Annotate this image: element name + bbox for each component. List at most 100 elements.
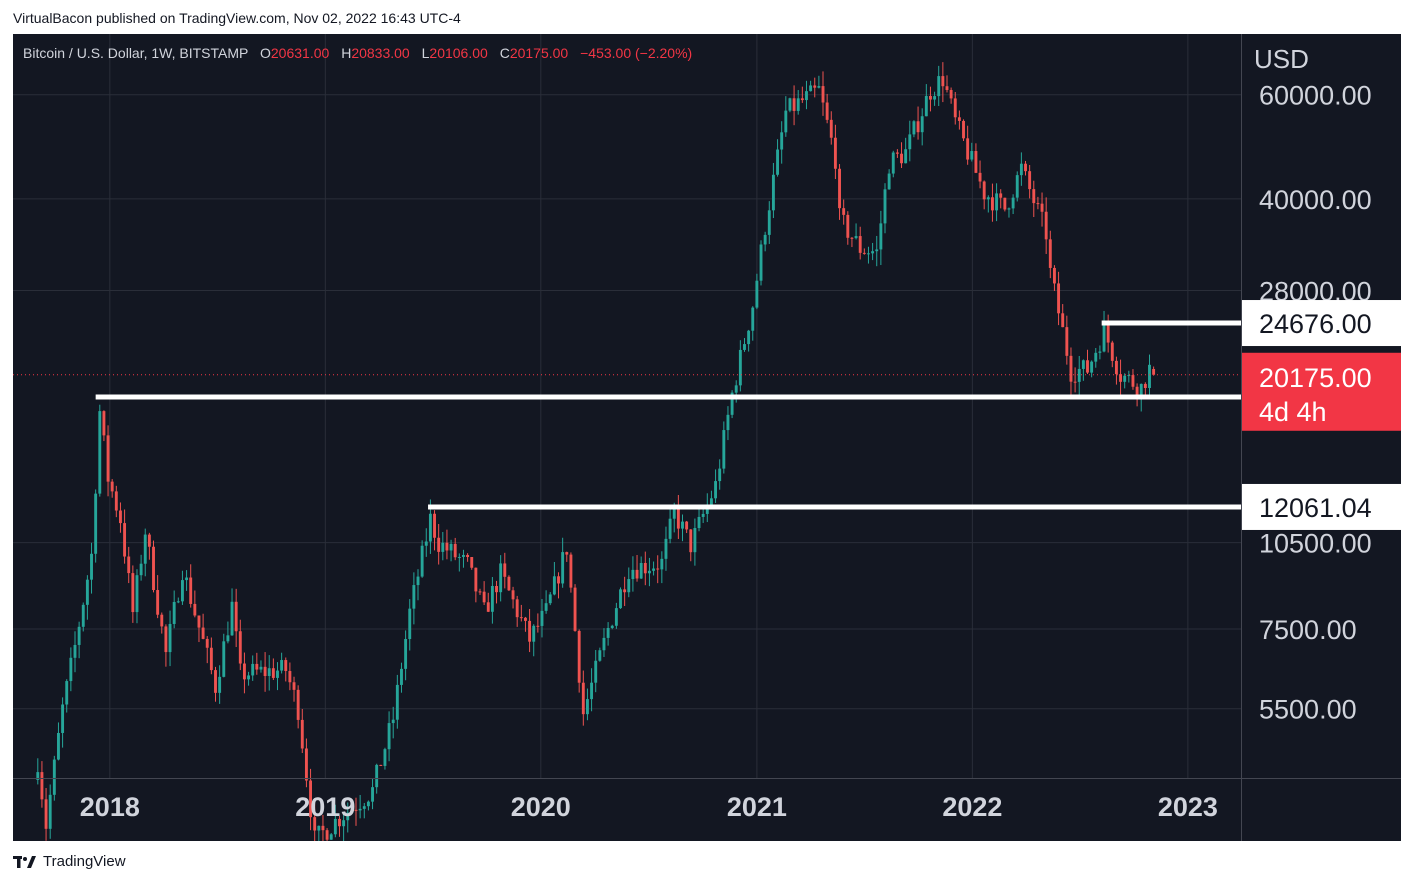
candle[interactable]	[594, 650, 598, 693]
candle[interactable]	[292, 676, 296, 702]
candle[interactable]	[486, 592, 490, 613]
candle[interactable]	[544, 590, 548, 614]
candle[interactable]	[470, 556, 474, 570]
candle[interactable]	[325, 828, 329, 841]
candle[interactable]	[1036, 196, 1040, 210]
candle[interactable]	[652, 561, 656, 576]
candle[interactable]	[643, 551, 647, 586]
candle[interactable]	[528, 608, 532, 653]
candle[interactable]	[776, 139, 779, 177]
candle[interactable]	[1065, 315, 1069, 365]
candle[interactable]	[937, 65, 941, 107]
candle[interactable]	[1110, 340, 1114, 368]
candle[interactable]	[1090, 360, 1094, 378]
candle[interactable]	[743, 338, 746, 352]
candle[interactable]	[900, 142, 903, 169]
candle[interactable]	[879, 210, 883, 266]
candle[interactable]	[565, 551, 569, 562]
candle[interactable]	[1148, 354, 1151, 398]
candle[interactable]	[718, 459, 722, 490]
candle[interactable]	[321, 814, 325, 841]
candle[interactable]	[800, 86, 804, 103]
candle[interactable]	[846, 211, 850, 245]
candle[interactable]	[581, 670, 585, 726]
candle[interactable]	[358, 794, 362, 819]
candle[interactable]	[771, 162, 775, 219]
candle[interactable]	[408, 599, 412, 651]
candle[interactable]	[94, 489, 98, 563]
candle[interactable]	[792, 85, 796, 126]
candle[interactable]	[350, 803, 354, 814]
candle[interactable]	[788, 97, 792, 113]
candle[interactable]	[110, 479, 114, 498]
candle[interactable]	[366, 800, 370, 811]
candle[interactable]	[1106, 314, 1110, 353]
candle[interactable]	[920, 108, 924, 146]
candle[interactable]	[65, 679, 69, 713]
candle[interactable]	[912, 120, 916, 138]
candle[interactable]	[98, 404, 102, 497]
candle[interactable]	[635, 555, 639, 582]
candle[interactable]	[433, 510, 436, 551]
candle[interactable]	[676, 495, 680, 539]
candle[interactable]	[552, 561, 556, 596]
candle[interactable]	[73, 631, 77, 673]
candle[interactable]	[614, 602, 618, 629]
candle[interactable]	[767, 201, 771, 244]
candle[interactable]	[1003, 197, 1007, 212]
candle[interactable]	[441, 532, 445, 561]
candle[interactable]	[929, 86, 932, 112]
candle[interactable]	[515, 595, 519, 627]
candle[interactable]	[1040, 192, 1044, 227]
candle[interactable]	[284, 657, 288, 682]
candle[interactable]	[991, 183, 994, 222]
candle[interactable]	[908, 120, 912, 162]
candle[interactable]	[854, 223, 858, 240]
candle[interactable]	[445, 529, 449, 560]
candle[interactable]	[598, 647, 602, 662]
candle[interactable]	[631, 556, 635, 592]
candle[interactable]	[156, 575, 160, 619]
candle[interactable]	[962, 119, 965, 141]
candle[interactable]	[1069, 347, 1073, 397]
candle[interactable]	[647, 557, 651, 587]
candle[interactable]	[693, 518, 697, 566]
candle[interactable]	[606, 622, 610, 646]
candle[interactable]	[660, 551, 664, 584]
candle[interactable]	[945, 75, 949, 93]
candle[interactable]	[755, 273, 759, 310]
candle[interactable]	[1007, 207, 1011, 218]
candle[interactable]	[1028, 165, 1032, 199]
candle[interactable]	[933, 91, 937, 106]
candle[interactable]	[214, 666, 217, 702]
candle[interactable]	[825, 93, 829, 124]
candle[interactable]	[222, 633, 226, 678]
candle[interactable]	[152, 540, 155, 593]
candle[interactable]	[577, 629, 581, 693]
candle[interactable]	[862, 248, 866, 255]
candle[interactable]	[387, 711, 391, 762]
candle[interactable]	[557, 572, 560, 599]
candle[interactable]	[230, 588, 234, 636]
candle[interactable]	[234, 588, 238, 648]
candle[interactable]	[333, 804, 337, 838]
candle[interactable]	[495, 580, 498, 604]
candle[interactable]	[1048, 230, 1052, 279]
candle[interactable]	[726, 406, 730, 441]
candle[interactable]	[1119, 359, 1123, 396]
candle[interactable]	[730, 390, 734, 419]
candle[interactable]	[462, 549, 465, 568]
candle[interactable]	[1015, 171, 1019, 202]
candle[interactable]	[1098, 345, 1102, 360]
candle[interactable]	[813, 77, 817, 98]
candle[interactable]	[119, 502, 122, 533]
candlestick-chart[interactable]: USD60000.0040000.0028000.0010500.007500.…	[13, 34, 1401, 841]
candle[interactable]	[482, 581, 486, 606]
candle[interactable]	[85, 575, 89, 620]
candle[interactable]	[168, 610, 172, 667]
y-axis[interactable]: USD60000.0040000.0028000.0010500.007500.…	[1242, 44, 1401, 725]
candle[interactable]	[1052, 265, 1056, 291]
candle[interactable]	[714, 469, 718, 503]
candle[interactable]	[395, 674, 399, 729]
candle[interactable]	[131, 565, 135, 623]
